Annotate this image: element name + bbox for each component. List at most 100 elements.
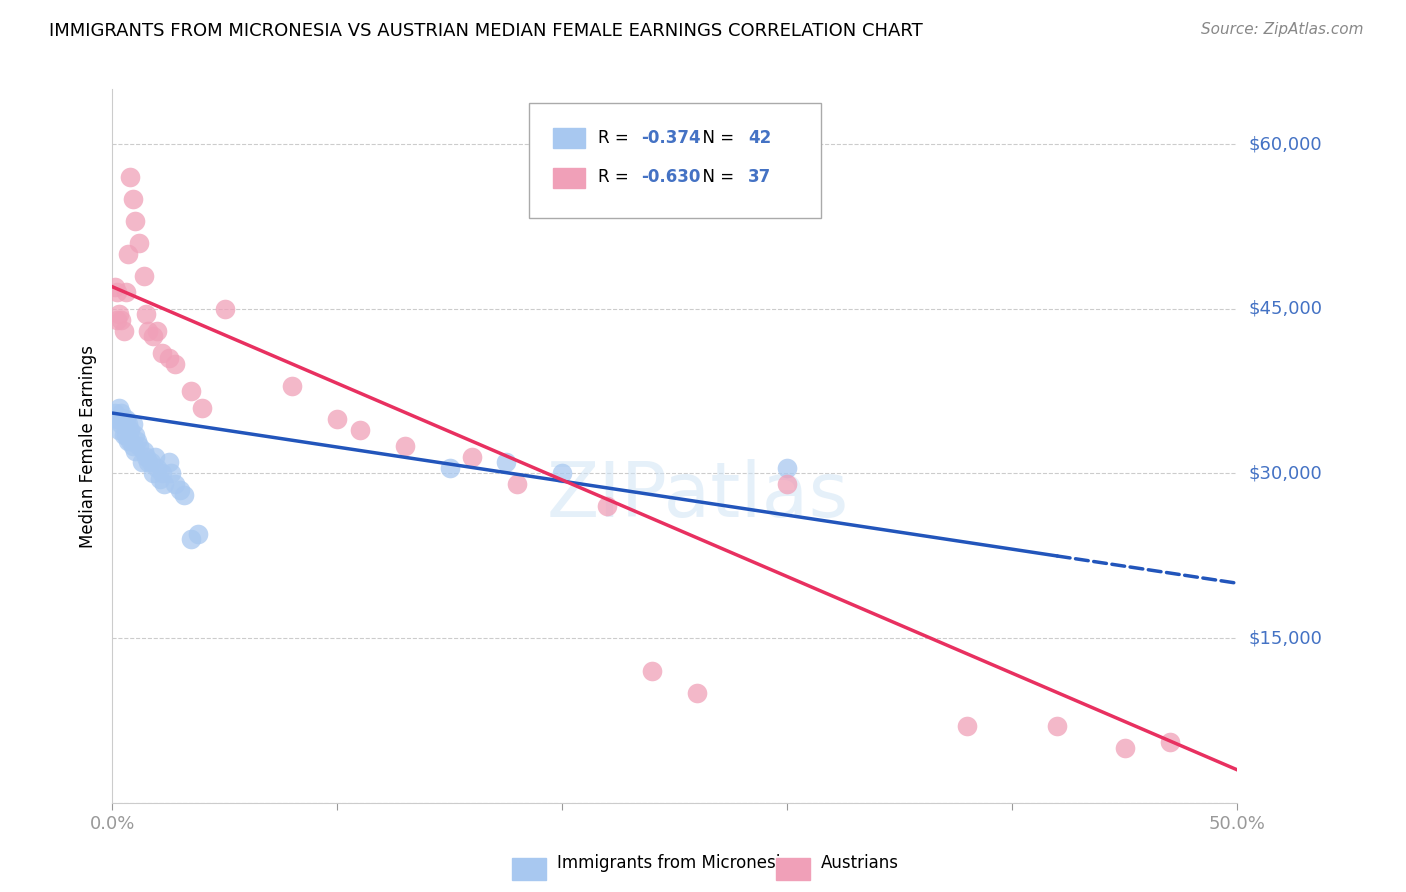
Point: [1046, 719, 1069, 733]
Text: -0.374: -0.374: [641, 128, 700, 146]
FancyBboxPatch shape: [554, 168, 585, 187]
Point: [439, 461, 461, 475]
Point: [143, 450, 166, 464]
Point: [110, 406, 132, 420]
Point: [112, 324, 135, 338]
Point: [157, 351, 180, 366]
Point: [596, 500, 619, 514]
Point: [187, 526, 209, 541]
Point: [551, 467, 574, 481]
Point: [108, 401, 131, 415]
Text: -0.630: -0.630: [641, 168, 700, 186]
Point: [128, 439, 150, 453]
Point: [131, 455, 153, 469]
Text: Source: ZipAtlas.com: Source: ZipAtlas.com: [1201, 22, 1364, 37]
Point: [157, 455, 180, 469]
Point: [686, 686, 709, 700]
Point: [214, 301, 236, 316]
Point: [281, 378, 304, 392]
Point: [112, 428, 135, 442]
Text: 37: 37: [748, 168, 772, 186]
Point: [115, 285, 138, 300]
Point: [135, 307, 157, 321]
Point: [165, 477, 187, 491]
FancyBboxPatch shape: [512, 858, 546, 880]
Point: [110, 417, 132, 431]
Point: [104, 406, 127, 420]
Text: N =: N =: [692, 168, 740, 186]
Point: [1159, 735, 1181, 749]
Point: [138, 455, 160, 469]
Point: [142, 467, 165, 481]
Point: [165, 357, 187, 371]
Point: [117, 434, 139, 448]
Point: [124, 444, 146, 458]
Point: [121, 439, 143, 453]
Text: Immigrants from Micronesia: Immigrants from Micronesia: [557, 855, 790, 872]
Point: [146, 324, 169, 338]
Text: R =: R =: [599, 168, 634, 186]
Point: [124, 428, 146, 442]
Point: [117, 247, 139, 261]
Point: [112, 411, 135, 425]
Point: [138, 324, 160, 338]
Point: [180, 384, 202, 398]
Text: 42: 42: [748, 128, 772, 146]
Text: IMMIGRANTS FROM MICRONESIA VS AUSTRIAN MEDIAN FEMALE EARNINGS CORRELATION CHART: IMMIGRANTS FROM MICRONESIA VS AUSTRIAN M…: [49, 22, 922, 40]
Point: [495, 455, 517, 469]
Point: [776, 477, 799, 491]
Point: [641, 664, 664, 678]
Text: ZIPatlas: ZIPatlas: [546, 459, 849, 533]
Text: Austrians: Austrians: [821, 855, 898, 872]
Point: [108, 423, 131, 437]
Text: $60,000: $60,000: [1249, 135, 1322, 153]
Point: [135, 450, 157, 464]
Point: [120, 423, 142, 437]
Text: $30,000: $30,000: [1249, 465, 1322, 483]
Text: R =: R =: [599, 128, 634, 146]
Point: [349, 423, 371, 437]
Text: N =: N =: [692, 128, 740, 146]
Point: [169, 483, 191, 497]
Point: [104, 280, 127, 294]
Point: [326, 411, 349, 425]
Point: [180, 533, 202, 547]
Y-axis label: Median Female Earnings: Median Female Earnings: [79, 344, 97, 548]
Point: [132, 268, 155, 283]
Point: [105, 312, 128, 326]
Point: [115, 411, 138, 425]
Point: [150, 467, 173, 481]
Point: [120, 169, 142, 184]
Point: [127, 434, 149, 448]
FancyBboxPatch shape: [554, 128, 585, 148]
Point: [149, 472, 172, 486]
Point: [105, 411, 128, 425]
Text: $45,000: $45,000: [1249, 300, 1323, 318]
Point: [105, 285, 128, 300]
FancyBboxPatch shape: [529, 103, 821, 218]
Point: [394, 439, 416, 453]
Point: [132, 444, 155, 458]
Point: [153, 477, 176, 491]
Point: [121, 192, 143, 206]
FancyBboxPatch shape: [776, 858, 810, 880]
Point: [142, 329, 165, 343]
Point: [110, 312, 132, 326]
Point: [776, 461, 799, 475]
Point: [139, 455, 162, 469]
Point: [150, 345, 173, 359]
Text: $15,000: $15,000: [1249, 629, 1322, 647]
Point: [128, 235, 150, 250]
Point: [117, 417, 139, 431]
Point: [120, 434, 142, 448]
Point: [146, 461, 169, 475]
Point: [506, 477, 529, 491]
Point: [461, 450, 484, 464]
Point: [115, 428, 138, 442]
Point: [160, 467, 183, 481]
Point: [173, 488, 195, 502]
Point: [121, 417, 143, 431]
Point: [191, 401, 214, 415]
Point: [1114, 740, 1136, 755]
Point: [124, 214, 146, 228]
